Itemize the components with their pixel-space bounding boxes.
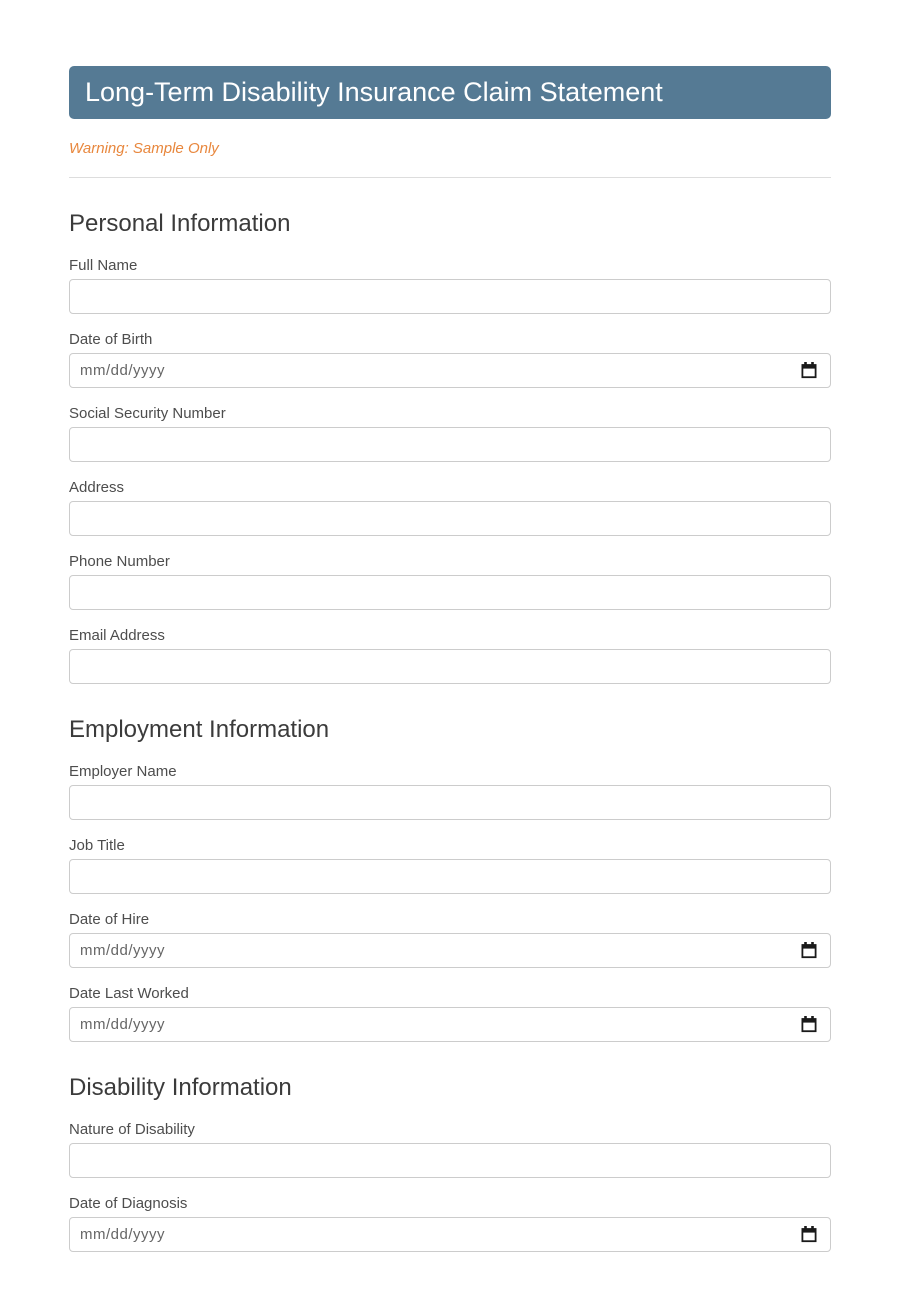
form-sections: Personal Information Full Name Date of Bir… — [69, 210, 831, 1252]
nature-of-disability-input[interactable] — [69, 1143, 831, 1178]
field-nature-of-disability: Nature of Disability — [69, 1120, 831, 1178]
full-name-input[interactable] — [69, 279, 831, 314]
field-label: Phone Number — [69, 553, 170, 570]
field-date-last-worked: Date Last Worked mm/dd/yyyy — [69, 984, 831, 1042]
date-placeholder: mm/dd/yyyy — [80, 1226, 166, 1243]
field-label: Email Address — [69, 627, 165, 644]
claim-form: Long-Term Disability Insurance Claim Sta… — [69, 0, 831, 1252]
field-employer-name: Employer Name — [69, 762, 831, 820]
field-date-of-hire: Date of Hire mm/dd/yyyy — [69, 910, 831, 968]
field-label: Date of Diagnosis — [69, 1195, 188, 1212]
calendar-icon[interactable] — [801, 362, 817, 379]
field-label: Job Title — [69, 837, 125, 854]
job-title-input[interactable] — [69, 859, 831, 894]
field-date-of-diagnosis: Date of Diagnosis mm/dd/yyyy — [69, 1194, 831, 1252]
field-phone-number: Phone Number — [69, 552, 831, 610]
address-input[interactable] — [69, 501, 831, 536]
section-heading: Employment Information — [69, 716, 330, 743]
section-heading: Disability Information — [69, 1074, 292, 1101]
warning-text: Warning: Sample Only — [69, 140, 219, 157]
divider — [69, 177, 831, 178]
field-email-address: Email Address — [69, 626, 831, 684]
social-security-number-input[interactable] — [69, 427, 831, 462]
field-label: Date Last Worked — [69, 985, 189, 1002]
section-heading: Personal Information — [69, 210, 291, 237]
field-label: Social Security Number — [69, 405, 226, 422]
field-label: Date of Hire — [69, 911, 150, 928]
employer-name-input[interactable] — [69, 785, 831, 820]
field-label: Nature of Disability — [69, 1121, 195, 1138]
email-address-input[interactable] — [69, 649, 831, 684]
section-disability-information: Disability Information Nature of Disabili… — [69, 1074, 831, 1252]
field-label: Address — [69, 479, 125, 496]
field-full-name: Full Name — [69, 256, 831, 314]
phone-number-input[interactable] — [69, 575, 831, 610]
calendar-icon[interactable] — [801, 1016, 817, 1033]
field-label: Employer Name — [69, 763, 177, 780]
calendar-icon[interactable] — [801, 1226, 817, 1243]
section-personal-information: Personal Information Full Name Date of Bir… — [69, 210, 831, 684]
field-label: Date of Birth — [69, 331, 153, 348]
date-placeholder: mm/dd/yyyy — [80, 362, 166, 379]
field-social-security-number: Social Security Number — [69, 404, 831, 462]
form-title: Long-Term Disability Insurance Claim Sta… — [69, 66, 831, 119]
date-of-diagnosis-input[interactable]: mm/dd/yyyy — [69, 1217, 831, 1252]
date-last-worked-input[interactable]: mm/dd/yyyy — [69, 1007, 831, 1042]
date-of-birth-input[interactable]: mm/dd/yyyy — [69, 353, 831, 388]
section-employment-information: Employment Information Employer Name Job T… — [69, 716, 831, 1042]
date-placeholder: mm/dd/yyyy — [80, 1016, 166, 1033]
calendar-icon[interactable] — [801, 942, 817, 959]
field-job-title: Job Title — [69, 836, 831, 894]
date-of-hire-input[interactable]: mm/dd/yyyy — [69, 933, 831, 968]
field-address: Address — [69, 478, 831, 536]
field-date-of-birth: Date of Birth mm/dd/yyyy — [69, 330, 831, 388]
date-placeholder: mm/dd/yyyy — [80, 942, 166, 959]
field-label: Full Name — [69, 257, 138, 274]
